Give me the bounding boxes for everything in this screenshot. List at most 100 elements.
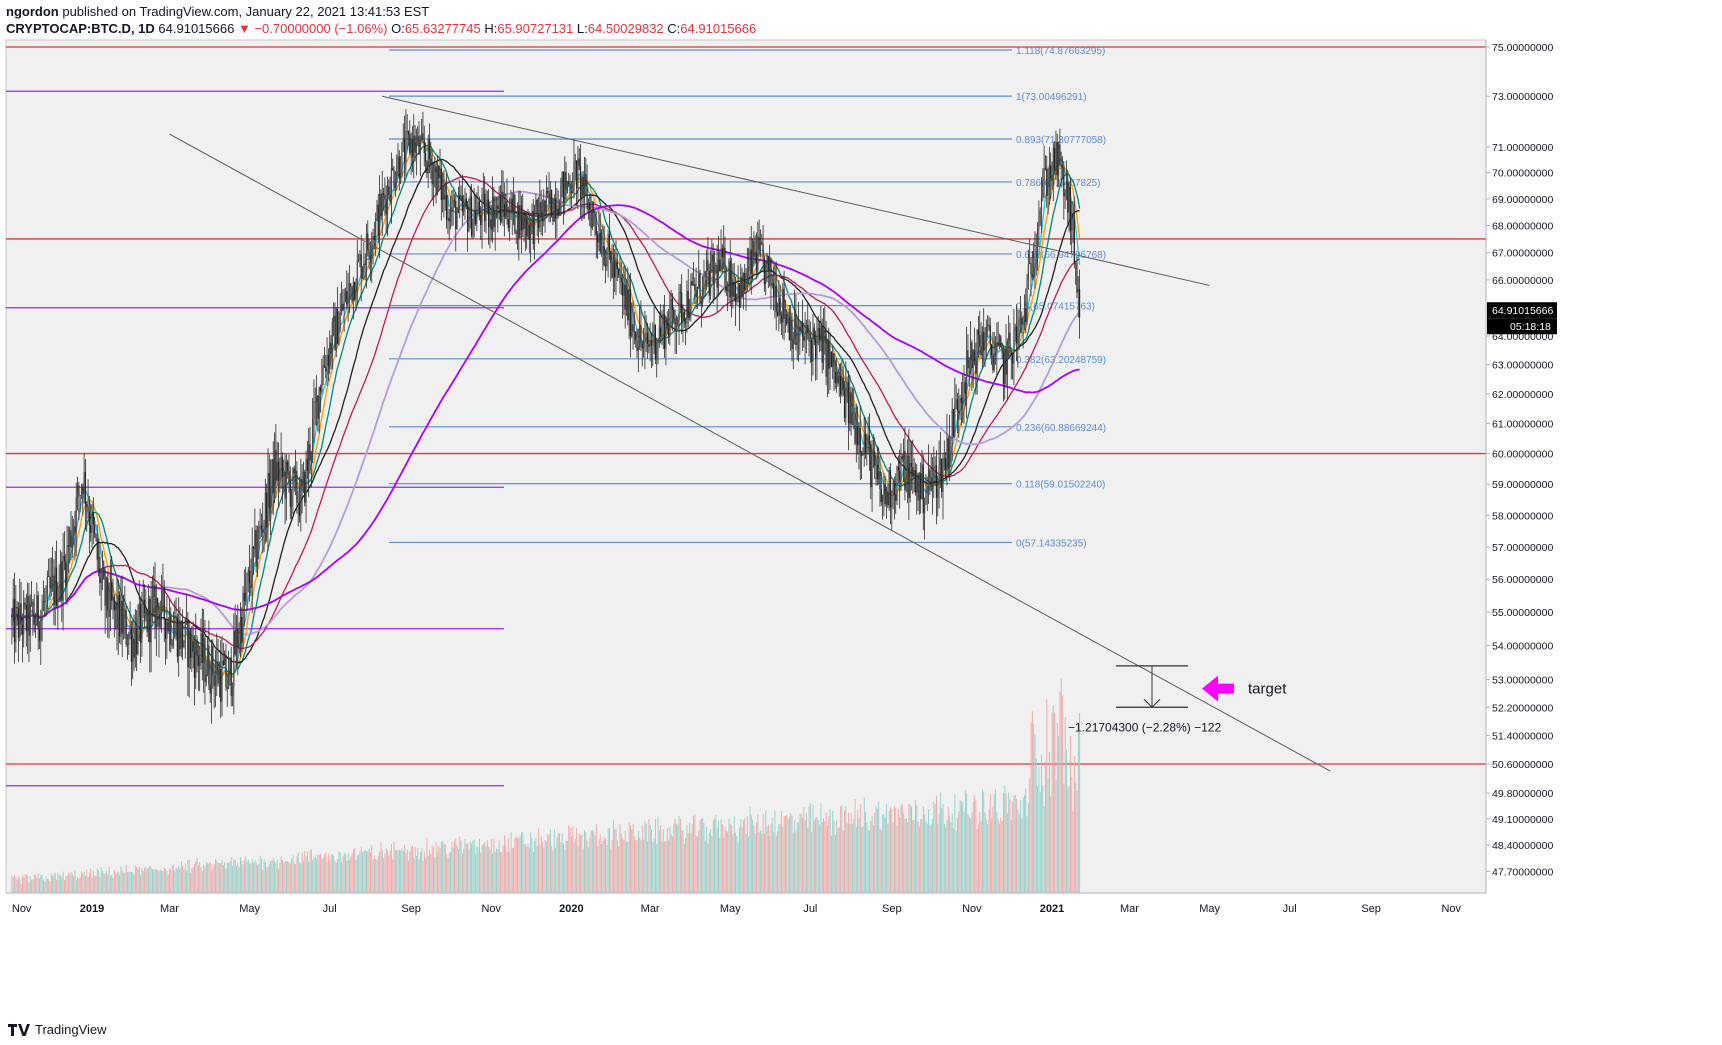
candle-body[interactable] <box>858 427 860 446</box>
candle-body[interactable] <box>111 582 113 601</box>
candle-body[interactable] <box>558 214 561 216</box>
candle-body[interactable] <box>531 211 533 219</box>
candle-body[interactable] <box>720 248 722 272</box>
candle-body[interactable] <box>849 392 851 424</box>
candle-body[interactable] <box>717 259 720 288</box>
last-price-badge[interactable] <box>1487 302 1557 319</box>
candle-body[interactable] <box>41 610 43 617</box>
candle-body[interactable] <box>340 304 343 313</box>
candle-body[interactable] <box>754 252 756 257</box>
candle-body[interactable] <box>536 199 538 214</box>
candle-body[interactable] <box>379 193 381 236</box>
candle-body[interactable] <box>1071 213 1073 231</box>
candle-body[interactable] <box>888 470 890 506</box>
candle-body[interactable] <box>912 466 914 477</box>
candle-body[interactable] <box>927 469 930 488</box>
candle-body[interactable] <box>214 672 217 687</box>
candle-body[interactable] <box>480 214 482 226</box>
candle-body[interactable] <box>568 181 570 184</box>
candle-body[interactable] <box>674 319 676 332</box>
candle-body[interactable] <box>746 270 748 287</box>
candle-body[interactable] <box>682 312 684 324</box>
candle-body[interactable] <box>238 640 240 648</box>
candle-body[interactable] <box>297 502 299 503</box>
candle-body[interactable] <box>698 273 700 288</box>
candle-body[interactable] <box>329 342 331 366</box>
candle-body[interactable] <box>930 477 932 487</box>
candle-body[interactable] <box>528 225 530 240</box>
candle-body[interactable] <box>317 395 319 419</box>
candle-body[interactable] <box>325 367 327 372</box>
candle-body[interactable] <box>267 472 269 528</box>
candle-body[interactable] <box>586 186 588 209</box>
candle-body[interactable] <box>448 217 450 222</box>
candle-body[interactable] <box>532 211 534 245</box>
candle-body[interactable] <box>509 219 511 229</box>
candle-body[interactable] <box>138 603 140 618</box>
candle-body[interactable] <box>82 486 84 494</box>
candle-body[interactable] <box>527 225 529 237</box>
candle-body[interactable] <box>272 459 274 494</box>
candle-body[interactable] <box>795 313 797 346</box>
candle-body[interactable] <box>402 138 404 143</box>
candle-body[interactable] <box>23 602 25 635</box>
candle-body[interactable] <box>116 602 118 629</box>
candle-body[interactable] <box>557 209 559 216</box>
candle-body[interactable] <box>1075 262 1077 264</box>
candle-body[interactable] <box>315 395 318 402</box>
candle-body[interactable] <box>910 463 913 467</box>
candle-body[interactable] <box>834 371 836 383</box>
candle-body[interactable] <box>1040 197 1043 211</box>
candle-body[interactable] <box>954 403 956 436</box>
candle-body[interactable] <box>264 492 266 524</box>
candle-body[interactable] <box>572 192 574 193</box>
candle-body[interactable] <box>740 276 742 308</box>
candle-body[interactable] <box>94 524 96 535</box>
candle-body[interactable] <box>149 598 151 643</box>
candle-body[interactable] <box>850 392 852 425</box>
candle-body[interactable] <box>58 589 60 596</box>
candle-body[interactable] <box>955 399 957 404</box>
candle-body[interactable] <box>663 314 666 349</box>
candle-body[interactable] <box>24 602 26 605</box>
candle-body[interactable] <box>502 191 504 205</box>
candle-body[interactable] <box>728 261 730 286</box>
candle-body[interactable] <box>218 669 220 684</box>
candle-body[interactable] <box>863 434 865 455</box>
candle-body[interactable] <box>466 206 469 232</box>
candle-body[interactable] <box>473 210 475 221</box>
candle-body[interactable] <box>711 254 713 262</box>
candle-body[interactable] <box>692 284 695 285</box>
candle-body[interactable] <box>389 195 391 202</box>
candle-body[interactable] <box>524 217 526 229</box>
candle-body[interactable] <box>885 491 888 505</box>
candle-body[interactable] <box>736 293 738 302</box>
candle-body[interactable] <box>1009 332 1011 353</box>
candle-body[interactable] <box>985 326 987 341</box>
candle-body[interactable] <box>803 336 805 341</box>
candle-body[interactable] <box>964 382 966 394</box>
candle-body[interactable] <box>457 194 460 213</box>
candle-body[interactable] <box>29 603 31 636</box>
candle-body[interactable] <box>946 438 948 470</box>
candle-body[interactable] <box>415 141 417 153</box>
candle-body[interactable] <box>1031 274 1033 278</box>
candle-body[interactable] <box>862 454 864 456</box>
candle-body[interactable] <box>339 312 341 329</box>
candle-body[interactable] <box>607 234 609 258</box>
candle-body[interactable] <box>1048 165 1050 187</box>
candle-body[interactable] <box>277 461 280 481</box>
candle-body[interactable] <box>809 340 811 342</box>
candle-body[interactable] <box>418 135 420 154</box>
candle-body[interactable] <box>288 471 290 481</box>
candle-body[interactable] <box>427 139 429 174</box>
candle-body[interactable] <box>347 290 349 305</box>
candle-body[interactable] <box>808 332 810 342</box>
candle-body[interactable] <box>695 290 697 298</box>
candle-body[interactable] <box>920 473 922 500</box>
candle-body[interactable] <box>703 275 705 277</box>
candle-body[interactable] <box>709 261 712 296</box>
candle-body[interactable] <box>109 582 111 617</box>
candle-body[interactable] <box>71 535 73 548</box>
candle-body[interactable] <box>713 267 716 284</box>
